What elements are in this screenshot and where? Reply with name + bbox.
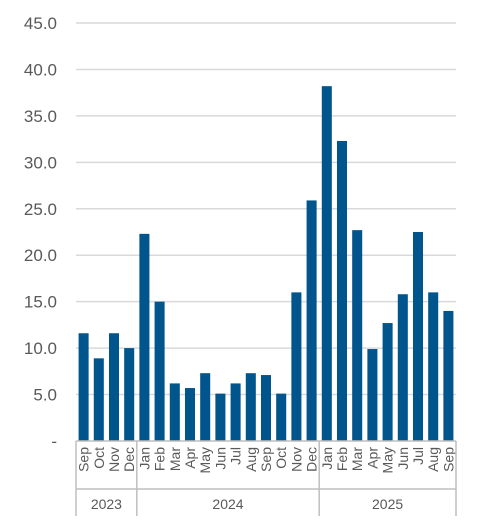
x-tick-label: Jan: [136, 447, 152, 470]
y-tick-label: 10.0: [24, 339, 57, 358]
bar: [382, 323, 393, 441]
bar: [367, 349, 378, 441]
x-tick-label: Jul: [410, 447, 426, 465]
x-tick-label: Jun: [395, 447, 411, 470]
bar: [245, 373, 256, 441]
bar: [397, 294, 408, 441]
bar: [184, 388, 196, 441]
y-axis: - 5.0 10.0 15.0 20.0 25.0 30.0 35.0 40.0 45.0: [24, 14, 57, 451]
bar: [336, 140, 348, 442]
x-axis: Sep Oct Nov Dec Jan Feb Mar Apr May Jun Jul Aug Sep O…: [75, 440, 457, 516]
x-tick-label: Oct: [273, 447, 289, 469]
year-label: 2025: [372, 496, 403, 512]
y-tick-label: -: [51, 432, 57, 451]
gridlines: [76, 22, 456, 396]
y-tick-label: 20.0: [24, 246, 57, 265]
bar: [124, 348, 135, 441]
bar: [108, 333, 120, 441]
bar: [93, 358, 104, 441]
x-tick-label: Oct: [91, 447, 107, 469]
y-tick-label: 35.0: [24, 107, 57, 126]
x-tick-label: Mar: [349, 447, 365, 471]
bar: [169, 383, 180, 441]
x-tick-label: Jul: [228, 447, 244, 465]
x-tick-label: May: [197, 447, 213, 473]
year-label: 2023: [91, 496, 122, 512]
x-tick-label: Aug: [243, 447, 259, 472]
x-tick-label: Jun: [212, 447, 228, 470]
x-tick-label: Dec: [121, 447, 137, 472]
x-tick-label: Nov: [106, 447, 122, 472]
bar: [306, 200, 317, 441]
bar: [428, 292, 439, 441]
x-tick-label: Sep: [258, 447, 274, 472]
x-tick-label: Feb: [152, 447, 168, 471]
bar: [260, 375, 272, 441]
bar: [78, 333, 89, 441]
x-tick-label: Jan: [319, 447, 335, 470]
bar: [215, 393, 226, 441]
x-tick-label: Aug: [425, 447, 441, 472]
bar: [443, 310, 454, 441]
bar: [230, 383, 241, 441]
y-tick-label: 30.0: [24, 153, 57, 172]
x-tick-label: Nov: [288, 447, 304, 472]
bar: [321, 86, 332, 442]
x-tick-label: Feb: [334, 447, 350, 471]
year-label: 2024: [212, 496, 243, 512]
bar: [139, 233, 150, 441]
x-tick-label: Apr: [364, 447, 380, 469]
x-tick-label: Mar: [167, 447, 183, 471]
y-tick-label: 5.0: [33, 386, 57, 405]
bar: [200, 373, 211, 441]
y-tick-label: 15.0: [24, 293, 57, 312]
bar: [291, 292, 302, 441]
x-tick-label: Sep: [76, 447, 92, 472]
bar: [412, 232, 424, 441]
bar-series: [78, 86, 454, 442]
bar: [352, 230, 363, 441]
x-tick-label: Dec: [304, 447, 320, 472]
y-tick-label: 45.0: [24, 14, 57, 33]
x-tick-label: Apr: [182, 447, 198, 469]
y-tick-label: 40.0: [24, 60, 57, 79]
bar: [276, 393, 287, 441]
x-tick-label: Sep: [440, 447, 456, 472]
x-tick-label: May: [380, 447, 396, 473]
bar: [154, 301, 165, 441]
y-tick-label: 25.0: [24, 200, 57, 219]
